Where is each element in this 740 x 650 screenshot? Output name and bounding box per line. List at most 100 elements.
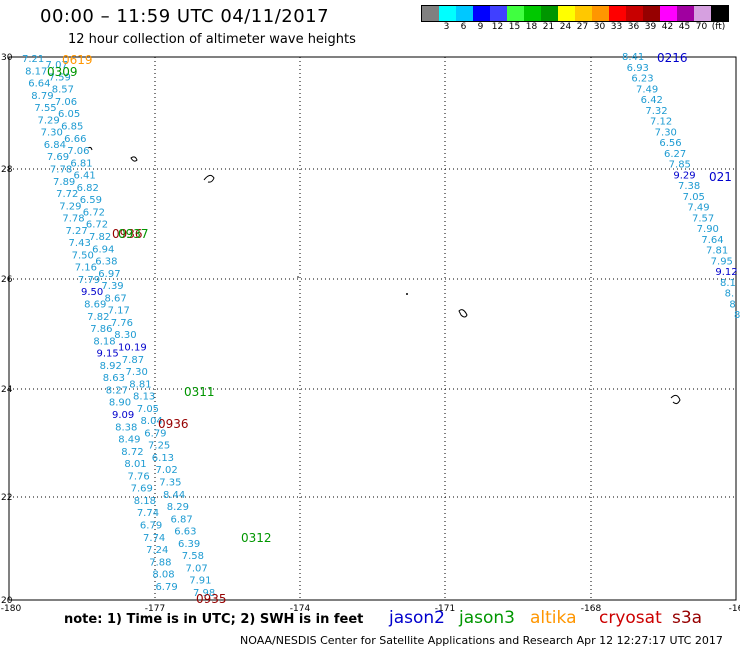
colorbar-cell	[490, 6, 507, 21]
wave-reading: 7.72	[56, 189, 78, 200]
pass-time-label: 0309	[47, 65, 78, 79]
wave-reading: 6.72	[86, 220, 108, 231]
colorbar-cell	[592, 6, 609, 21]
colorbar-ticks: 3 6 9 12 15 18 21 24 27 30 33 36 39 42 45 70 (ft)	[421, 22, 727, 34]
colorbar-tick-label: 6	[460, 22, 467, 32]
wave-reading: 9.50	[81, 287, 103, 298]
wave-reading: 7.87	[122, 355, 144, 366]
colorbar-tick-label: 33	[610, 22, 623, 32]
wave-reading: 8.18	[134, 496, 156, 507]
wave-reading: 7.17	[108, 306, 130, 317]
colorbar-tick-label: 70	[695, 22, 708, 32]
wave-reading: 8.13	[133, 392, 155, 403]
colorbar-cell	[711, 6, 728, 21]
wave-reading: 6.85	[61, 122, 83, 133]
wave-reading: 7.27	[65, 226, 87, 237]
wave-reading: 6.79	[140, 520, 162, 531]
wave-reading: 7.90	[697, 224, 719, 235]
wave-reading: 8.81	[129, 379, 151, 390]
island-outline	[130, 156, 138, 162]
wave-reading: 9.29	[673, 170, 695, 181]
wave-reading: 8.92	[100, 361, 122, 372]
map-title: 00:00 – 11:59 UTC 04/11/2017	[40, 6, 330, 27]
wave-reading: 7.78	[62, 214, 84, 225]
wave-reading: 7.07	[46, 60, 68, 71]
wave-reading: 7.69	[47, 152, 69, 163]
colorbar-cell	[439, 6, 456, 21]
wave-reading: 7.88	[149, 557, 171, 568]
satellite-legend-jason2: jason2	[389, 608, 445, 628]
wave-reading: 7.58	[182, 551, 204, 562]
map-border	[8, 56, 737, 601]
wave-reading: 7.49	[687, 203, 709, 214]
wave-reading: 7.95	[711, 256, 733, 267]
wave-reading: 7.82	[87, 312, 109, 323]
wave-reading: 8.30	[114, 330, 136, 341]
wave-reading: 6.82	[77, 183, 99, 194]
wave-reading: 10.19	[118, 342, 147, 353]
pass-time-label: 0937	[118, 227, 149, 241]
wave-reading: 9.15	[96, 349, 118, 360]
wave-reading: 6.63	[174, 527, 196, 538]
x-tick-label: -168	[581, 604, 602, 614]
wave-reading: 7.55	[34, 103, 56, 114]
wave-reading: 7.57	[692, 213, 714, 224]
wave-reading: 6.72	[83, 207, 105, 218]
wave-reading: 8.41	[622, 52, 644, 63]
colorbar-tick-label: 21	[542, 22, 555, 32]
wave-reading: 7.29	[38, 115, 60, 126]
satellite-legend-altika: altika	[530, 608, 577, 628]
wave-reading: 9.09	[112, 410, 134, 421]
island-outline	[87, 146, 93, 151]
wave-reading: 7.32	[645, 106, 667, 117]
y-tick-label: 28	[1, 165, 13, 175]
colorbar-tick-label: 9	[477, 22, 484, 32]
x-tick-label: -177	[145, 604, 165, 614]
wave-reading: 7.81	[706, 246, 728, 257]
wave-reading: 6.87	[171, 514, 193, 525]
pass-time-label: 0936	[112, 227, 143, 241]
wave-reading: 8	[734, 310, 740, 321]
wave-reading: 8.38	[115, 422, 137, 433]
wave-reading: 7.86	[90, 324, 112, 335]
wave-reading: 8.17	[25, 66, 47, 77]
colorbar-cell	[643, 6, 660, 21]
wave-reading: 7.05	[683, 192, 705, 203]
grid-lines	[9, 57, 736, 600]
satellite-legend-s3a: s3a	[672, 608, 703, 628]
wave-reading: 7.07	[186, 563, 208, 574]
wave-reading: 6.93	[627, 63, 649, 74]
wave-reading: 8.27	[106, 385, 128, 396]
wave-reading: 6.13	[152, 453, 174, 464]
y-tick-label: 26	[1, 275, 13, 285]
y-tick-label: 30	[1, 53, 13, 63]
wave-reading: 6.39	[178, 539, 200, 550]
wave-reading: 7.76	[128, 471, 150, 482]
colorbar-tick-label: 36	[627, 22, 640, 32]
map-frame	[8, 56, 737, 601]
wave-reading: 6.38	[95, 257, 117, 268]
wave-reading: 8.90	[109, 398, 131, 409]
y-tick-label: 24	[1, 385, 13, 395]
colorbar-cell	[575, 6, 592, 21]
colorbar-tick-label: 18	[525, 22, 538, 32]
wave-reading: 7.06	[67, 146, 89, 157]
x-tick-label: -180	[1, 604, 22, 614]
wave-reading: 7.85	[669, 160, 691, 171]
wave-reading: 7.30	[655, 127, 677, 138]
colorbar-tick-label: 30	[593, 22, 606, 32]
wave-reading: 7.24	[146, 545, 168, 556]
wave-reading: 7.64	[701, 235, 723, 246]
colorbar-cell	[609, 6, 626, 21]
colorbar-cell	[541, 6, 558, 21]
wave-reading: 7.76	[111, 318, 133, 329]
x-tick-label: -174	[290, 604, 311, 614]
wave-reading: 6.42	[641, 95, 663, 106]
wave-reading: 7.35	[159, 478, 181, 489]
wave-reading: 7.91	[189, 576, 211, 587]
colorbar-tick-label: (ft)	[711, 22, 726, 32]
wave-reading: 7.12	[650, 117, 672, 128]
